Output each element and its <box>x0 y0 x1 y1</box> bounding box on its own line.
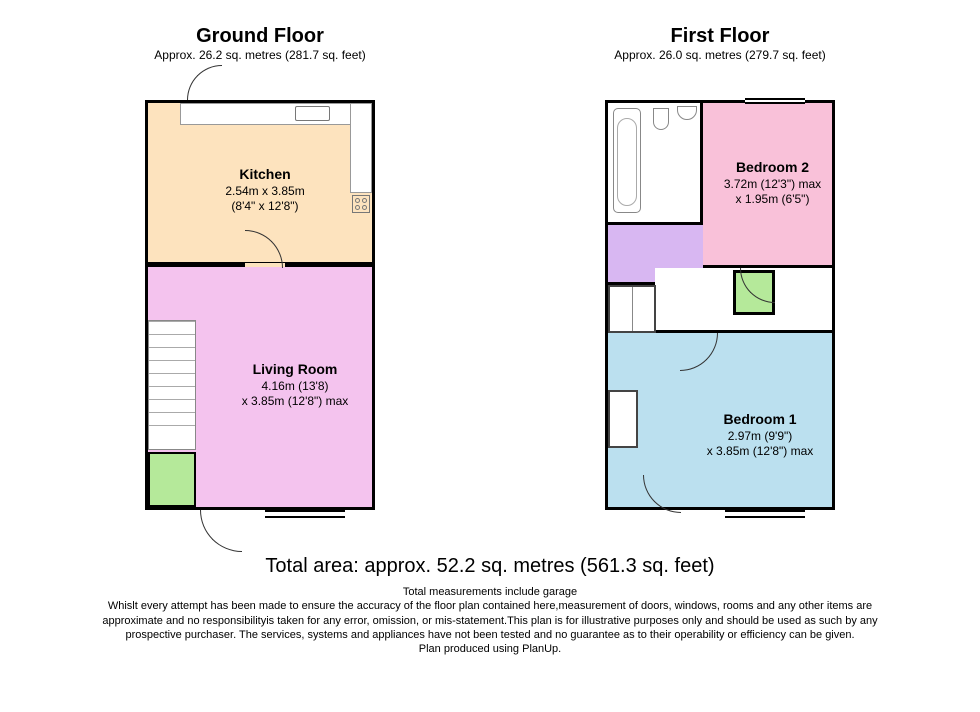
first-floor-plan: Bedroom 2 3.72m (12'3") max x 1.95m (6'5… <box>605 90 835 520</box>
kitchen-backdoor <box>187 65 222 100</box>
ground-floor-plan: Kitchen 2.54m x 3.85m (8'4" x 12'8") Liv… <box>145 90 375 520</box>
disclaimer-text: Total measurements include garage Whislt… <box>80 585 900 656</box>
living-label: Living Room 4.16m (13'8) x 3.85m (12'8")… <box>230 360 360 410</box>
bed2-window <box>745 98 805 104</box>
front-door-arc <box>200 510 242 552</box>
bedroom1-wardrobe <box>608 285 656 333</box>
bedroom2-label: Bedroom 2 3.72m (12'3") max x 1.95m (6'5… <box>715 158 830 208</box>
toilet-icon <box>653 108 669 130</box>
bedroom1-label: Bedroom 1 2.97m (9'9") x 3.85m (12'8") m… <box>695 410 825 460</box>
kitchen-counter-right <box>350 103 372 193</box>
landing-2 <box>655 268 730 330</box>
living-window <box>265 510 345 518</box>
first-floor-subtitle: Approx. 26.0 sq. metres (279.7 sq. feet) <box>575 48 865 62</box>
entrance-hall <box>148 452 196 507</box>
sink-icon <box>295 106 330 121</box>
ground-floor-title: Ground Floor <box>145 25 375 48</box>
hob-icon <box>352 195 370 213</box>
total-area: Total area: approx. 52.2 sq. metres (561… <box>0 555 980 578</box>
ground-stairs <box>148 320 196 450</box>
kitchen-counter-top <box>180 103 370 125</box>
ground-floor-subtitle: Approx. 26.2 sq. metres (281.7 sq. feet) <box>115 48 405 62</box>
kitchen-label: Kitchen 2.54m x 3.85m (8'4" x 12'8") <box>205 165 325 215</box>
first-floor-title: First Floor <box>605 25 835 48</box>
bed1-window <box>725 510 805 518</box>
bedroom1-wardrobe2 <box>608 390 638 448</box>
